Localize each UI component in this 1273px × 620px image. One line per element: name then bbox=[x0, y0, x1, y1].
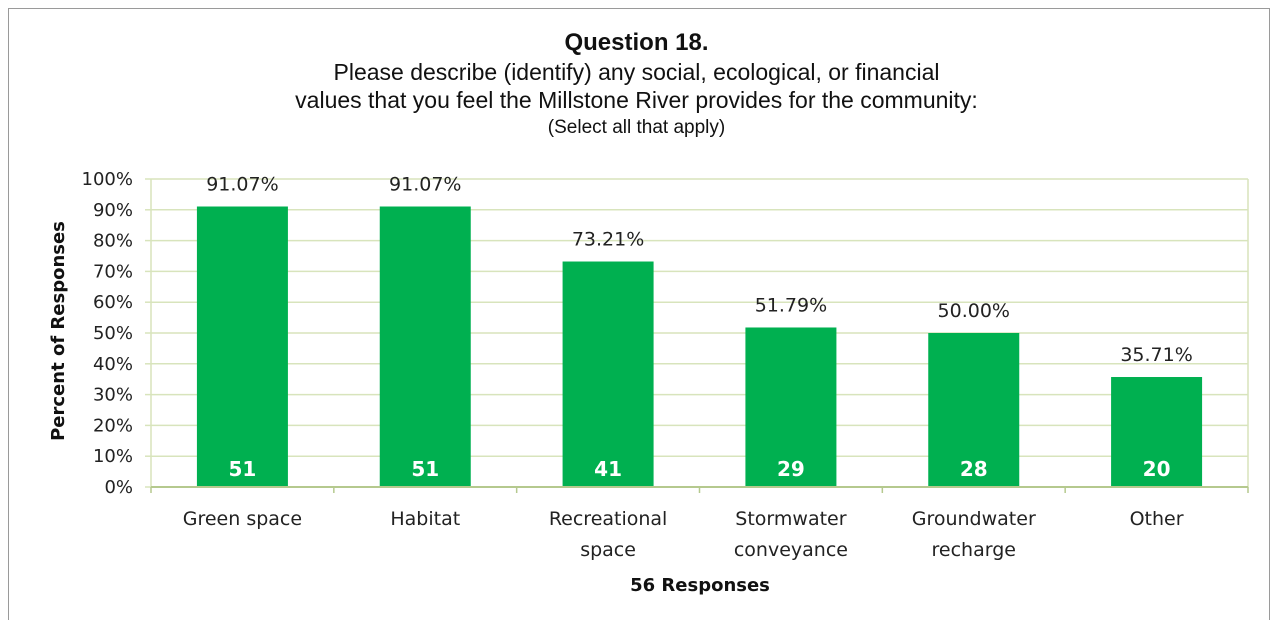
bar-count-label: 51 bbox=[411, 457, 439, 481]
y-axis-title: Percent of Responses bbox=[48, 221, 69, 441]
y-tick-label: 0% bbox=[104, 477, 133, 498]
bar-percent-label: 91.07% bbox=[389, 174, 461, 196]
bar bbox=[745, 327, 837, 487]
bar bbox=[379, 206, 471, 487]
x-tick-label: Green space bbox=[183, 508, 302, 530]
bars bbox=[196, 206, 1203, 487]
bar-count-label: 29 bbox=[777, 457, 805, 481]
y-tick-label: 40% bbox=[93, 354, 133, 375]
bar-count-label: 28 bbox=[960, 457, 988, 481]
bar bbox=[562, 261, 654, 487]
y-tick-label: 20% bbox=[93, 415, 133, 436]
chart-title-block: Question 18. Please describe (identify) … bbox=[0, 28, 1273, 142]
y-tick-label: 50% bbox=[93, 323, 133, 344]
chart-title: Question 18. bbox=[564, 29, 709, 56]
y-tick-label: 30% bbox=[93, 385, 133, 406]
chart-subtitle-line-1: Please describe (identify) any social, e… bbox=[333, 59, 940, 85]
y-tick-label: 90% bbox=[93, 200, 133, 221]
x-tick-label: space bbox=[580, 539, 636, 561]
x-tick-label: Other bbox=[1130, 508, 1184, 530]
x-tick-label: Habitat bbox=[390, 508, 460, 530]
bar-count-label: 20 bbox=[1143, 457, 1171, 481]
bar bbox=[928, 333, 1020, 487]
bar-percent-label: 35.71% bbox=[1120, 344, 1192, 366]
y-tick-label: 10% bbox=[93, 446, 133, 467]
y-tick-label: 70% bbox=[93, 261, 133, 282]
bar-percent-label: 91.07% bbox=[206, 174, 278, 196]
gridlines bbox=[151, 178, 1248, 457]
y-tick-label: 60% bbox=[93, 292, 133, 313]
x-tick-label: Stormwater bbox=[735, 508, 846, 530]
chart-subtitle-line-2: values that you feel the Millstone River… bbox=[295, 87, 978, 113]
x-tick-label: recharge bbox=[932, 539, 1016, 561]
x-axis-title: 56 Responses bbox=[630, 575, 770, 596]
y-tick-label: 80% bbox=[93, 231, 133, 252]
bar-percent-label: 73.21% bbox=[572, 229, 644, 251]
chart-note: (Select all that apply) bbox=[547, 117, 726, 138]
bar-count-label: 41 bbox=[594, 457, 622, 481]
y-tick-label: 100% bbox=[82, 169, 133, 190]
axes bbox=[145, 178, 1249, 493]
bar bbox=[196, 206, 288, 487]
labels: 0% 10% 20% 30% 40% 50% 60% 70% 80% 90% 100% 91.07% 5… bbox=[82, 169, 1193, 561]
bar bbox=[1111, 377, 1203, 487]
x-tick-label: Recreational bbox=[549, 508, 668, 530]
bar-count-label: 51 bbox=[228, 457, 256, 481]
bar-percent-label: 50.00% bbox=[938, 300, 1010, 322]
x-tick-label: conveyance bbox=[734, 539, 848, 561]
x-tick-label: Groundwater bbox=[912, 508, 1036, 530]
bar-percent-label: 51.79% bbox=[755, 294, 827, 316]
